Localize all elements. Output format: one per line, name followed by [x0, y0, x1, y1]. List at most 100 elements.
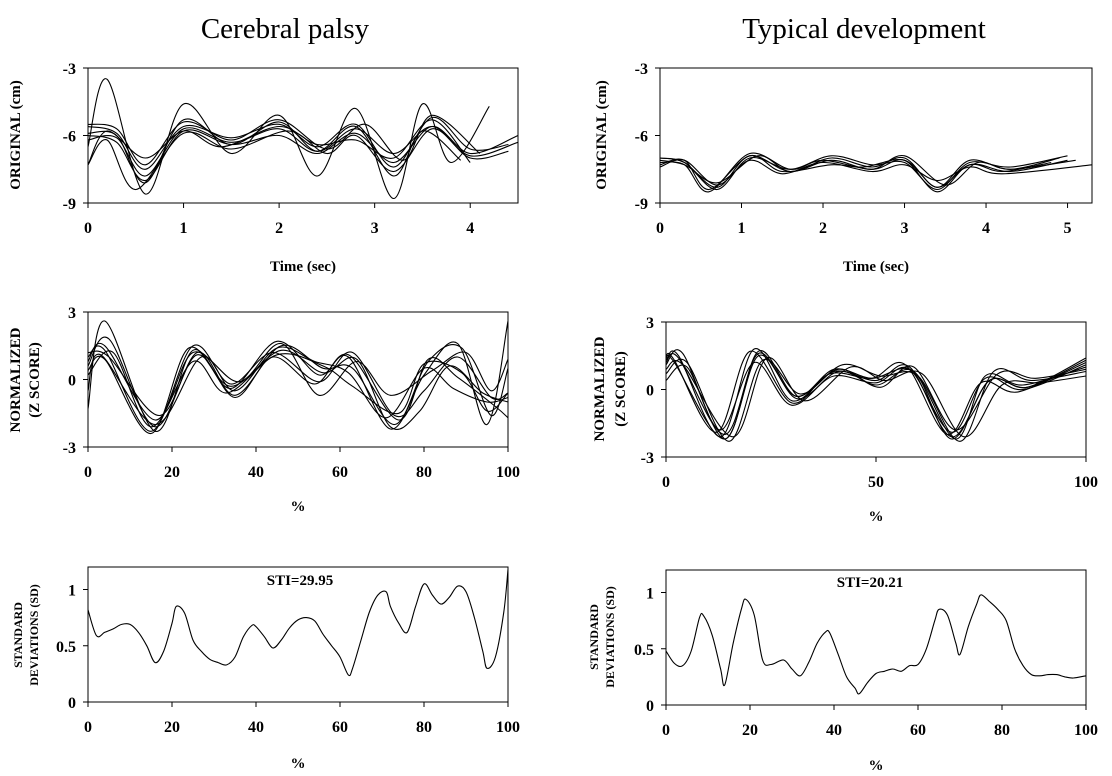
series-line-6 — [666, 357, 1086, 438]
series-line-6 — [88, 350, 508, 421]
x-tick-label: 40 — [248, 719, 264, 736]
series-line-3 — [660, 159, 1092, 186]
y-tick-label: -3 — [641, 450, 654, 467]
column-title-typical-development: Typical development — [742, 13, 986, 45]
plot-frame — [665, 569, 1087, 706]
series-line-3 — [88, 116, 509, 170]
series-line-5 — [666, 352, 1086, 436]
x-tick-label: 80 — [994, 722, 1010, 739]
x-tick-label: 2 — [819, 220, 827, 237]
y-tick-label: -6 — [635, 129, 648, 146]
y-tick-label: 3 — [68, 305, 76, 322]
y-axis-label-line2: DEVIATIONS (SD) — [603, 586, 617, 687]
series-line-5 — [88, 119, 471, 166]
series-line-1 — [88, 78, 490, 200]
y-axis-label: NORMALIZED — [8, 327, 24, 432]
x-tick-label: 0 — [84, 719, 92, 736]
panel-original-td: 0 1 2 3 4 5 -3 -6 -9 Time (sec) ORIGINAL (cm) — [594, 61, 1093, 275]
series-line-1 — [88, 569, 508, 677]
x-tick-label: 0 — [662, 722, 670, 739]
y-axis-label: NORMALIZED — [592, 336, 608, 441]
y-axis-label: ORIGINAL (cm) — [8, 80, 24, 190]
x-tick-label: 3 — [371, 220, 379, 237]
series-line-4 — [666, 358, 1086, 442]
y-tick-label: 0.5 — [56, 639, 76, 656]
plot-frame — [87, 566, 509, 703]
y-tick-label: 0 — [646, 383, 654, 400]
plot-frame — [87, 67, 519, 204]
sti-annotation: STI=29.95 — [267, 573, 333, 589]
y-tick-label: -9 — [635, 196, 648, 213]
x-tick-label: 20 — [742, 722, 758, 739]
y-axis-label-line2: (Z SCORE) — [27, 342, 43, 417]
x-tick-label: 100 — [496, 464, 520, 481]
panel-normalized-cp: 0 20 40 60 80 100 3 0 -3% NORMALIZED (Z SCORE) — [8, 305, 520, 515]
x-tick-label: 0 — [84, 220, 92, 237]
x-tick-label: 40 — [826, 722, 842, 739]
x-tick-label: 0 — [84, 464, 92, 481]
x-tick-label: 80 — [416, 464, 432, 481]
series-line-1 — [666, 348, 1086, 438]
y-tick-label: -3 — [635, 61, 648, 78]
x-axis-label: % — [869, 509, 884, 525]
x-tick-label: 4 — [466, 220, 474, 237]
panel-sd-td: 0 20 40 60 80 100 1 0.5 0% STANDARD DEVIATIONS (SD… — [587, 569, 1098, 774]
x-tick-label: 0 — [662, 474, 670, 491]
x-tick-label: 80 — [416, 719, 432, 736]
x-tick-label: 40 — [248, 464, 264, 481]
x-tick-label: 0 — [656, 220, 664, 237]
series-line-4 — [88, 118, 518, 184]
y-tick-label: 1 — [68, 583, 76, 600]
y-tick-label: 0 — [68, 695, 76, 712]
x-tick-label: 20 — [164, 719, 180, 736]
series-line-7 — [88, 342, 508, 421]
series-line-7 — [666, 361, 1086, 431]
x-axis-label: % — [869, 758, 884, 774]
x-tick-label: 20 — [164, 464, 180, 481]
x-tick-label: 4 — [982, 220, 990, 237]
series-line-5 — [660, 155, 1076, 186]
series-line-4 — [660, 155, 1068, 191]
y-tick-label: -3 — [63, 61, 76, 78]
y-axis-label: STANDARD — [587, 604, 601, 670]
x-tick-label: 1 — [180, 220, 188, 237]
panel-sd-cp: 0 20 40 60 80 100 1 0.5 0% STANDARD DEVIATIONS (SD… — [11, 566, 520, 772]
y-tick-label: -9 — [63, 196, 76, 213]
y-tick-label: 3 — [646, 315, 654, 332]
y-tick-label: -6 — [63, 129, 76, 146]
y-axis-label-line2: (Z SCORE) — [613, 351, 629, 426]
x-axis-label: Time (sec) — [843, 259, 909, 275]
series-line-6 — [660, 155, 1052, 191]
x-tick-label: 100 — [1074, 722, 1098, 739]
x-tick-label: 5 — [1064, 220, 1072, 237]
x-tick-label: 2 — [275, 220, 283, 237]
y-axis-label: STANDARD — [11, 602, 25, 668]
x-tick-label: 100 — [496, 719, 520, 736]
x-axis-label: % — [291, 499, 306, 515]
column-title-cerebral-palsy: Cerebral palsy — [201, 13, 370, 45]
y-axis-label-line2: DEVIATIONS (SD) — [27, 584, 41, 685]
x-tick-label: 100 — [1074, 474, 1098, 491]
x-tick-label: 3 — [901, 220, 909, 237]
y-tick-label: 0 — [646, 698, 654, 715]
series-line-8 — [88, 350, 508, 428]
series-line-1 — [666, 594, 1086, 695]
x-tick-label: 1 — [738, 220, 746, 237]
series-line-6 — [88, 125, 462, 177]
x-tick-label: 60 — [332, 464, 348, 481]
series-line-5 — [88, 346, 508, 435]
series-line-4 — [88, 346, 508, 426]
x-tick-label: 50 — [868, 474, 884, 491]
y-tick-label: -3 — [63, 440, 76, 457]
x-axis-label: % — [291, 756, 306, 772]
sti-annotation: STI=20.21 — [837, 575, 903, 591]
y-tick-label: 0 — [68, 373, 76, 390]
panel-original-cp: 0 1 2 3 4 -3 -6 -9 Time (sec) ORIGINAL (cm) — [8, 61, 519, 275]
series-line-3 — [88, 344, 508, 432]
y-axis-label: ORIGINAL (cm) — [594, 80, 610, 190]
series-line-8 — [666, 350, 1086, 440]
series-line-8 — [88, 128, 509, 191]
series-line-1 — [88, 320, 508, 432]
series-line-3 — [666, 350, 1086, 436]
